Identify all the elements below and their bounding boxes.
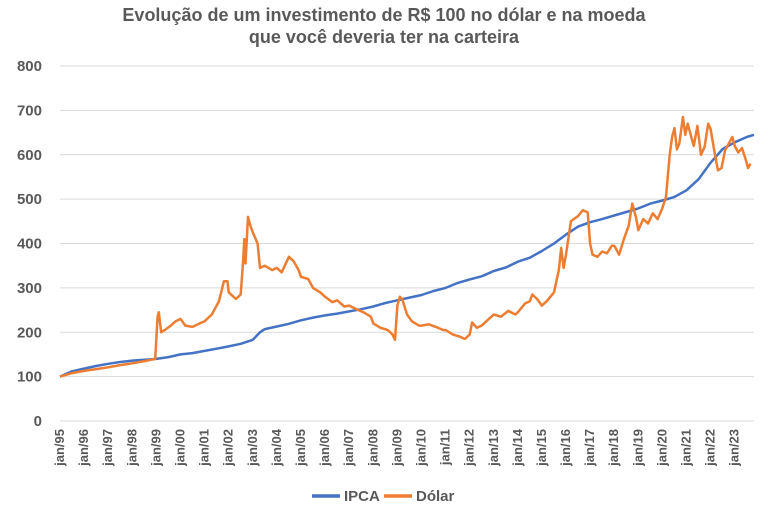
x-tick-label: jan/16 <box>558 429 573 467</box>
x-tick-label: jan/14 <box>510 428 525 467</box>
y-tick-label: 400 <box>17 236 42 253</box>
x-tick-label: jan/08 <box>365 429 380 467</box>
y-tick-label: 100 <box>17 369 42 386</box>
x-tick-label: jan/19 <box>630 429 645 467</box>
x-tick-label: jan/21 <box>679 429 694 467</box>
series-lines <box>59 115 755 378</box>
x-tick-label: jan/15 <box>534 429 549 467</box>
y-tick-label: 200 <box>17 324 42 341</box>
x-tick-label: jan/20 <box>654 429 669 467</box>
x-tick-label: jan/09 <box>389 429 404 467</box>
x-tick-label: jan/12 <box>462 429 477 467</box>
x-tick-label: jan/22 <box>703 429 718 467</box>
x-tick-label: jan/23 <box>727 429 742 467</box>
x-tick-label: jan/03 <box>245 429 260 467</box>
x-tick-label: jan/07 <box>341 429 356 467</box>
x-tick-label: jan/06 <box>317 429 332 467</box>
y-tick-label: 0 <box>34 413 42 430</box>
chart-title: Evolução de um investimento de R$ 100 no… <box>0 4 768 48</box>
y-tick-label: 700 <box>17 102 42 119</box>
x-tick-label: jan/97 <box>100 429 115 467</box>
x-tick-label: jan/18 <box>606 429 621 467</box>
x-tick-label: jan/04 <box>269 428 284 467</box>
x-tick-label: jan/01 <box>197 429 212 467</box>
x-tick-label: jan/99 <box>148 429 163 467</box>
x-tick-label: jan/11 <box>438 429 453 466</box>
legend-label-dolar: Dólar <box>416 488 455 505</box>
y-axis-ticks: 0 100 200 300 400 500 600 700 800 <box>17 58 42 430</box>
chart-title-line-2: que você deveria ter na carteira <box>248 27 520 47</box>
y-tick-label: 800 <box>17 58 42 75</box>
y-tick-label: 600 <box>17 147 42 164</box>
x-tick-label: jan/02 <box>221 429 236 467</box>
x-tick-label: jan/98 <box>124 429 139 467</box>
x-tick-label: jan/13 <box>486 429 501 467</box>
legend-label-ipca: IPCA <box>344 488 380 505</box>
x-tick-label: jan/00 <box>172 429 187 467</box>
y-tick-label: 500 <box>17 191 42 208</box>
legend: IPCA Dólar <box>312 488 455 505</box>
series-line-ipca <box>59 133 755 378</box>
series-line-dolar <box>59 115 752 378</box>
x-tick-label: jan/95 <box>52 429 67 467</box>
x-tick-label: jan/17 <box>582 429 597 467</box>
x-tick-label: jan/10 <box>413 429 428 467</box>
chart-title-line-1: Evolução de um investimento de R$ 100 no… <box>122 5 646 25</box>
x-tick-label: jan/05 <box>293 429 308 467</box>
y-tick-label: 300 <box>17 280 42 297</box>
x-tick-label: jan/96 <box>76 429 91 467</box>
x-axis-ticks: jan/95 jan/96 jan/97 jan/98 jan/99 jan/00 jan/… <box>52 428 742 467</box>
gridlines <box>60 65 754 422</box>
